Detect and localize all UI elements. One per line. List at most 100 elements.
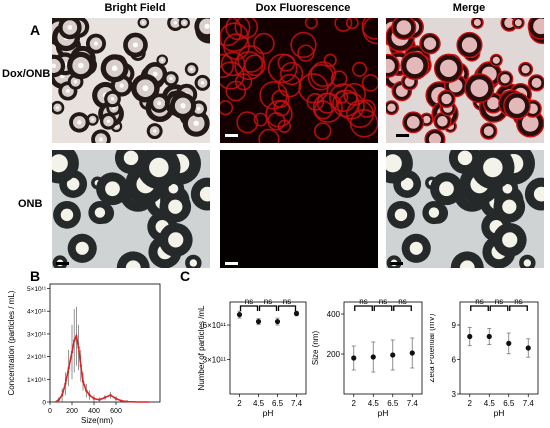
row-label-dox-onb: Dox/ONB [2,68,51,80]
microbubble-core [75,241,89,255]
microbubble-core [406,115,420,129]
x-tick-label: 6.5 [272,399,284,408]
data-point [370,354,376,360]
microbubble-highlight [93,41,98,46]
microbubble-highlight [169,77,173,81]
fluorescent-ring [470,18,484,30]
microbubble-core [459,260,475,268]
microbubble-core [439,59,458,77]
fluorescent-ring [236,45,265,73]
significance-bracket [277,305,297,311]
fluorescent-ring [225,18,251,41]
microbubble-core [457,150,473,166]
microbubble-core [60,208,74,222]
fluorescent-ring [298,73,329,104]
x-tick-label: 7.4 [407,399,419,408]
significance-label: ns [245,297,253,306]
panel-a-letter: A [30,22,41,38]
data-point [351,355,357,361]
x-tick-label: 0 [48,408,52,415]
microbubble-highlight [67,25,73,30]
microbubble-core [502,199,517,214]
fluorescent-ring [527,18,544,40]
fluorescent-ring [304,18,318,30]
microbubble [450,251,484,268]
scale-bar [225,262,238,265]
data-point [293,310,300,317]
microbubble-core [533,18,544,35]
microbubble-core [406,57,424,75]
data-point [255,318,262,325]
x-axis-label: pH [494,408,505,418]
fluorescent-ring [273,99,291,117]
scale-bar [225,134,238,137]
y-tick-label: 6×10¹¹ [203,321,227,330]
data-point [390,352,396,358]
fluorescent-ring [253,32,275,55]
fluorescent-ring [277,73,302,98]
microbubble-highlight [180,103,186,109]
plot-frame [49,283,161,403]
fluorescent-ring [518,61,534,77]
x-tick-label: 4.5 [484,399,496,408]
fluorescent-ring [220,18,243,47]
significance-bracket [373,305,393,311]
microbubble-core [105,181,120,197]
x-tick-label: 2 [352,399,357,408]
significance-label: ns [283,297,291,306]
microbubble-core [52,154,68,173]
microbubble-highlight [161,59,164,62]
microbubble [116,251,150,268]
significance-bracket [239,305,259,311]
microbubble-highlight [78,62,84,69]
microbubble-core [386,154,402,173]
microbubble-highlight [106,119,111,123]
microbubble-highlight [152,71,158,77]
micrograph-doxonb-fluorescence [220,18,378,143]
microbubble-highlight [52,63,57,69]
fluorescent-ring [307,63,335,91]
microbubble-core [168,183,179,194]
x-tick-label: 400 [88,408,100,415]
x-axis-label: pH [378,408,389,418]
significance-bracket [489,305,509,311]
y-tick-label: 4×10¹¹ [27,309,47,316]
microbubble-highlight [133,42,138,48]
y-tick-label: 6 [452,356,457,365]
microbubble-highlight [73,80,78,84]
fluorescent-ring [386,53,400,78]
fluorescent-ring [496,70,514,87]
microbubble-core [400,177,414,191]
fluorescent-ring [271,89,290,109]
fluorescent-ring [220,61,245,90]
fluorescent-ring [437,89,456,109]
plot-frame [343,301,423,395]
y-axis-label: Concentration (particles / mL) [7,290,16,395]
microbubble-highlight [153,129,157,133]
y-axis-label: Size (nm) [311,331,320,366]
y-tick-label: 3×10¹¹ [203,356,227,365]
x-tick-label: 7.4 [523,399,535,408]
significance-bracket [470,305,489,311]
x-tick-label: 600 [110,408,122,415]
microbubble-core [483,126,494,136]
significance-bracket [258,305,278,311]
significance-label: ns [514,297,522,306]
fluorescent-ring [220,100,234,116]
microbubble-core [441,93,452,105]
fluorescent-ring [352,61,368,77]
significance-bracket [393,305,412,311]
fluorescent-ring [386,100,399,116]
column-title-dox-fluorescence: Dox Fluorescence [255,2,351,14]
microbubble-core [409,241,423,255]
fluorescent-ring [349,109,378,138]
microbubble-highlight [193,120,199,127]
fluorescent-ring [424,128,446,143]
microbubble-core [439,181,454,197]
y-tick-label: 200 [327,350,341,359]
significance-bracket [509,305,528,311]
micrograph-doxonb-merge [386,18,544,143]
y-tick-label: 0 [42,400,46,407]
microbubble-highlight [56,106,59,110]
microbubble-core [387,103,396,112]
